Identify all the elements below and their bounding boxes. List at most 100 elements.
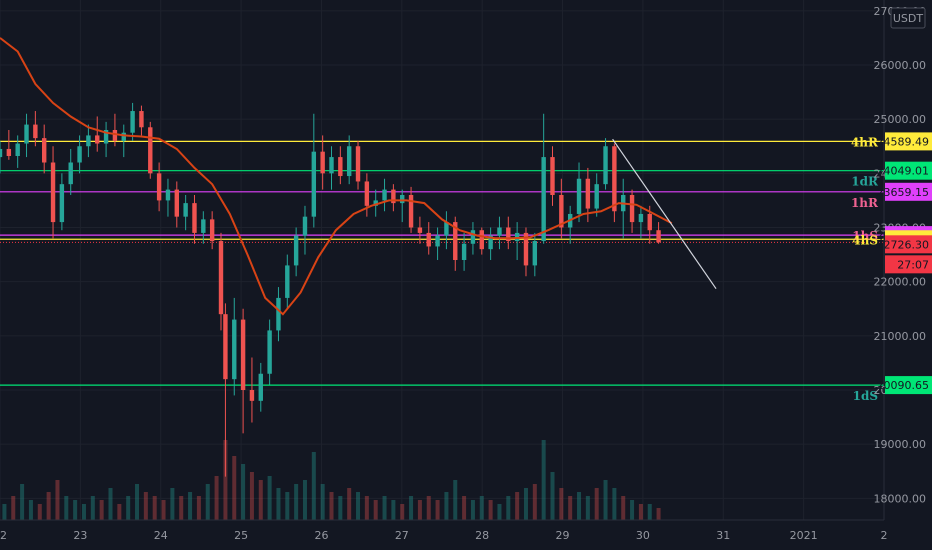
level-label-1hs: 1hS bbox=[852, 229, 878, 243]
candle-body bbox=[541, 157, 546, 242]
volume-bar bbox=[647, 504, 652, 520]
volume-bar bbox=[241, 464, 246, 520]
volume-bar bbox=[409, 496, 414, 520]
volume-bar bbox=[594, 488, 599, 520]
volume-bars bbox=[2, 440, 661, 520]
candle-body bbox=[382, 189, 387, 201]
price-tick-label: 26000.00 bbox=[874, 59, 927, 72]
trendline bbox=[612, 138, 717, 290]
candle-body bbox=[223, 314, 228, 380]
candle-body bbox=[355, 146, 361, 182]
volume-bar bbox=[64, 496, 69, 520]
price-badge-4hr: 24589.49 bbox=[877, 132, 932, 151]
candle-body bbox=[86, 135, 91, 147]
time-tick-label: 28 bbox=[475, 529, 489, 542]
candle-body bbox=[24, 124, 29, 144]
svg-text:27:07: 27:07 bbox=[897, 258, 929, 271]
volume-bar bbox=[479, 496, 484, 520]
volume-bar bbox=[515, 492, 520, 520]
price-badge-1hr: 23659.15 bbox=[877, 182, 932, 201]
level-label-1ds: 1dS bbox=[853, 389, 878, 403]
volume-bar bbox=[20, 484, 25, 520]
volume-bar bbox=[638, 504, 643, 520]
volume-bar bbox=[470, 500, 475, 520]
volume-bar bbox=[28, 500, 33, 520]
currency-badge[interactable]: USDT bbox=[890, 7, 926, 29]
price-tick-label: 18000.00 bbox=[874, 492, 927, 505]
volume-bar bbox=[532, 484, 537, 520]
candle-body bbox=[329, 157, 334, 174]
moving-average-line[interactable] bbox=[0, 37, 673, 316]
trendline-descending[interactable] bbox=[612, 138, 717, 290]
candle-body bbox=[408, 195, 414, 228]
volume-bar bbox=[417, 500, 422, 520]
volume-bar bbox=[214, 476, 219, 520]
candle-body bbox=[0, 148, 3, 158]
level-label-1dr: 1dR bbox=[851, 175, 879, 189]
volume-bar bbox=[108, 488, 113, 520]
volume-bar bbox=[294, 484, 299, 520]
volume-bar bbox=[400, 504, 405, 520]
candle-body bbox=[68, 162, 73, 185]
moving-average bbox=[0, 37, 673, 316]
volume-bar bbox=[391, 500, 396, 520]
volume-bar bbox=[117, 504, 122, 520]
candle-body bbox=[6, 148, 12, 156]
time-tick-label: 2 bbox=[881, 529, 888, 542]
candle-body bbox=[103, 130, 109, 144]
volume-bar bbox=[73, 500, 78, 520]
candle-body bbox=[77, 146, 82, 163]
candle-body bbox=[320, 151, 325, 174]
candle-body bbox=[638, 213, 644, 223]
level-label-1hr: 1hR bbox=[851, 196, 879, 210]
time-tick-label: 2021 bbox=[790, 529, 818, 542]
candle-body bbox=[559, 195, 564, 228]
volume-bar bbox=[249, 472, 254, 520]
candle-body bbox=[218, 241, 224, 315]
candle-body bbox=[293, 235, 299, 266]
volume-bar bbox=[568, 496, 573, 520]
volume-bar bbox=[179, 496, 184, 520]
candle-body bbox=[514, 232, 520, 242]
level-label-4hs: 4hS bbox=[852, 233, 878, 247]
candle-body bbox=[479, 230, 484, 250]
volume-bar bbox=[196, 496, 201, 520]
candle-body bbox=[201, 219, 206, 233]
volume-bar bbox=[126, 496, 131, 520]
time-tick-label: 31 bbox=[716, 529, 730, 542]
candle-body bbox=[647, 213, 652, 231]
candle-body bbox=[470, 230, 476, 244]
candle-body bbox=[612, 146, 617, 212]
volume-bar bbox=[267, 476, 272, 520]
candle-body bbox=[183, 203, 188, 217]
candle-body bbox=[139, 111, 144, 128]
volume-bar bbox=[205, 484, 210, 520]
time-tick-label: 30 bbox=[636, 529, 650, 542]
volume-bar bbox=[311, 452, 316, 520]
time-scale-background[interactable] bbox=[0, 520, 884, 550]
candle-body bbox=[165, 189, 171, 201]
volume-bar bbox=[356, 492, 361, 520]
level-label-4hr: 4hR bbox=[851, 135, 879, 149]
candle-body bbox=[148, 127, 153, 174]
svg-text:24589.49: 24589.49 bbox=[877, 135, 930, 148]
candle-body bbox=[550, 157, 555, 195]
volume-bar bbox=[285, 492, 290, 520]
volume-bar bbox=[99, 500, 104, 520]
volume-bar bbox=[550, 472, 555, 520]
volume-bar bbox=[55, 480, 60, 520]
candle-body bbox=[444, 222, 449, 236]
volume-bar bbox=[161, 500, 166, 520]
volume-bar bbox=[364, 496, 369, 520]
candle-body bbox=[311, 151, 317, 217]
time-tick-label: 22 bbox=[0, 529, 7, 542]
volume-bar bbox=[232, 456, 237, 520]
volume-bar bbox=[347, 488, 352, 520]
countdown-badge: 27:07 bbox=[885, 255, 932, 274]
svg-text:23659.15: 23659.15 bbox=[877, 186, 930, 199]
volume-bar bbox=[453, 480, 458, 520]
candle-body bbox=[453, 222, 458, 260]
candle-body bbox=[497, 227, 502, 236]
